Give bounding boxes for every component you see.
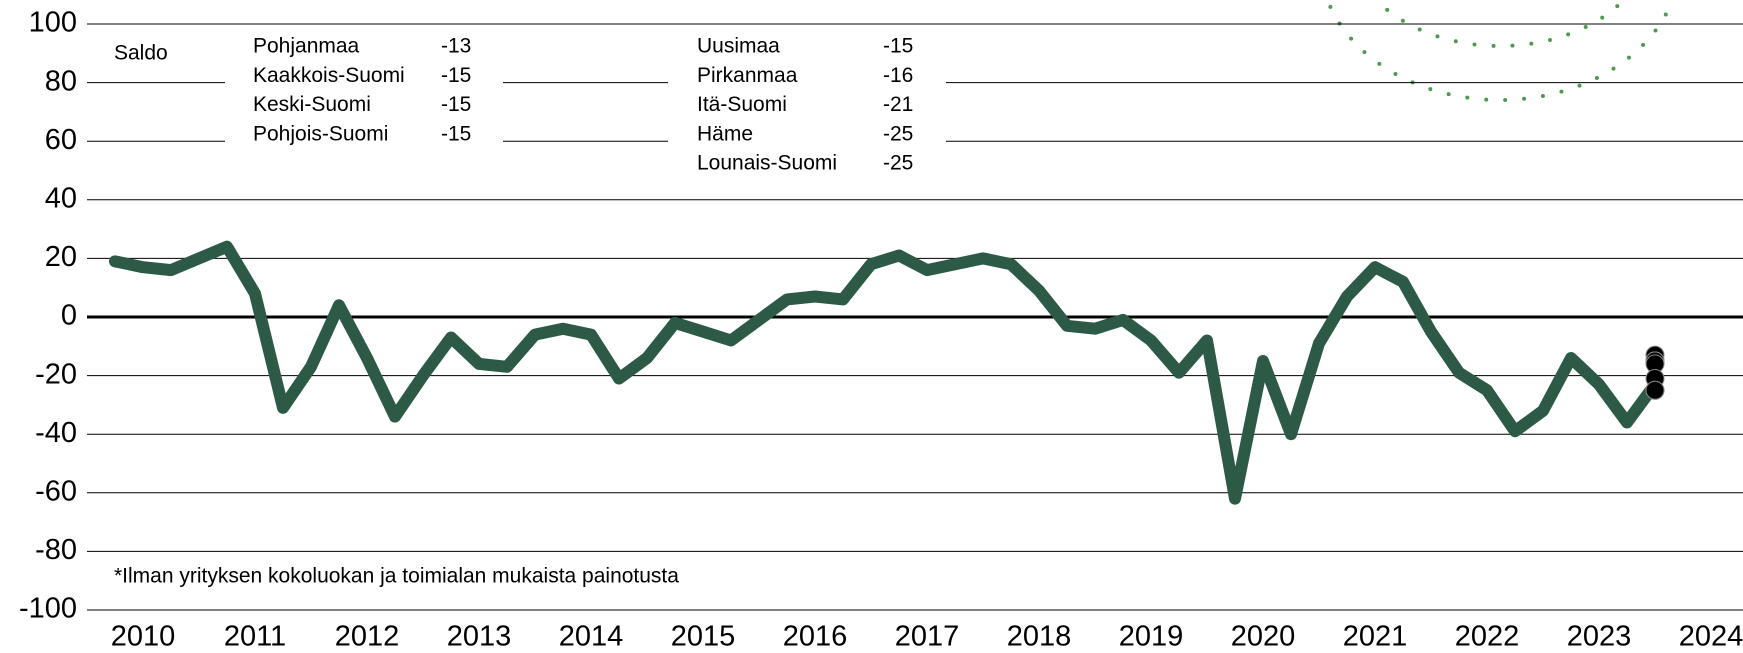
legend-name: Itä-Suomi (697, 93, 787, 116)
legend-value: -25 (883, 152, 913, 175)
y-tick-label: -100 (19, 593, 77, 625)
x-tick-label: 2014 (559, 621, 624, 653)
y-tick-label: 0 (61, 300, 77, 332)
legend-name: Pohjanmaa (253, 35, 360, 58)
footnote: *Ilman yrityksen kokoluokan ja toimialan… (114, 565, 679, 588)
y-tick-label: -20 (35, 358, 77, 390)
y-tick-label: -60 (35, 475, 77, 507)
x-tick-label: 2010 (111, 621, 176, 653)
x-tick-label: 2017 (895, 621, 960, 653)
x-tick-label: 2011 (224, 621, 286, 653)
y-tick-label: 60 (45, 124, 77, 156)
line (115, 247, 1655, 499)
legend-value: -25 (883, 122, 913, 145)
legend-name: Keski-Suomi (253, 93, 371, 116)
y-tick-label: 80 (45, 65, 77, 97)
y-label: Saldo (114, 42, 168, 65)
x-tick-label: 2022 (1455, 621, 1520, 653)
y-tick-label: 100 (29, 7, 77, 39)
y-tick-label: 20 (45, 241, 77, 273)
legend-name: Pohjois-Suomi (253, 122, 388, 145)
x-tick-label: 2024 (1679, 621, 1743, 653)
x-tick-label: 2012 (335, 621, 400, 653)
chart: Saldo *Ilman yrityksen kokoluokan ja toi… (0, 0, 1743, 653)
x-tick-label: 2021 (1343, 621, 1408, 653)
x-tick-label: 2019 (1119, 621, 1184, 653)
x-tick-label: 2015 (671, 621, 736, 653)
x-tick-label: 2023 (1567, 621, 1632, 653)
legend-name: Häme (697, 122, 753, 145)
decoration (1320, 0, 1680, 100)
legend-value: -21 (883, 93, 913, 116)
y-tick-label: -80 (35, 534, 77, 566)
x-tick-label: 2013 (447, 621, 512, 653)
x-tick-label: 2018 (1007, 621, 1072, 653)
legend-name: Kaakkois-Suomi (253, 64, 405, 87)
y-tick-label: 40 (45, 182, 77, 214)
x-tick-label: 2020 (1231, 621, 1296, 653)
legend-value: -16 (883, 64, 913, 87)
y-tick-label: -40 (35, 417, 77, 449)
legend-value: -13 (441, 35, 471, 58)
legend-value: -15 (883, 35, 913, 58)
legend-name: Uusimaa (697, 35, 780, 58)
legend-name: Lounais-Suomi (697, 152, 837, 175)
legend-value: -15 (441, 93, 471, 116)
legend-value: -15 (441, 64, 471, 87)
x-tick-label: 2016 (783, 621, 848, 653)
legend-name: Pirkanmaa (697, 64, 798, 87)
legend-value: -15 (441, 122, 471, 145)
region-point (1646, 381, 1664, 399)
